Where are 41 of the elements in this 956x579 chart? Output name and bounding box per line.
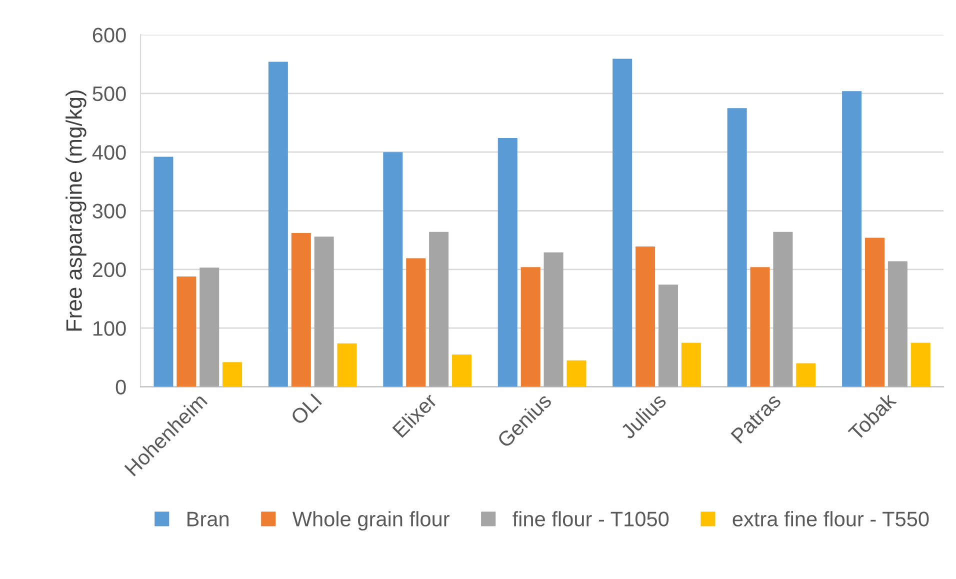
bar — [796, 363, 816, 387]
bar — [452, 354, 472, 387]
bar — [544, 252, 564, 387]
bar — [498, 138, 518, 387]
y-tick-label: 300 — [92, 204, 126, 219]
bar — [222, 362, 242, 387]
bar — [566, 360, 586, 387]
bar — [154, 156, 174, 387]
bar — [888, 261, 908, 387]
y-tick-label: 200 — [92, 262, 126, 278]
y-tick-label: 0 — [116, 380, 126, 395]
bar — [200, 268, 220, 387]
bar — [406, 258, 426, 387]
bar — [727, 108, 747, 387]
bar — [910, 342, 930, 387]
legend-label: Bran — [188, 512, 228, 526]
x-tick-label: OLI — [290, 393, 322, 426]
bar — [291, 233, 311, 387]
legend-label: Whole grain flour — [292, 511, 450, 531]
bar — [383, 152, 403, 387]
y-tick-label: 400 — [92, 145, 126, 160]
bar — [636, 246, 656, 387]
legend-label: extra fine flour - T550 — [732, 511, 929, 526]
bar — [520, 267, 540, 387]
bar — [864, 238, 884, 387]
y-tick-label: 600 — [92, 28, 126, 42]
bar — [842, 91, 862, 387]
bar — [314, 236, 334, 387]
y-tick-label: 100 — [93, 321, 126, 336]
y-axis-title: Free asparagine (mg/kg) — [66, 90, 86, 331]
bar — [429, 232, 449, 387]
legend-label: fine flour - T1050 — [512, 511, 669, 526]
bar — [337, 343, 357, 387]
bar — [773, 232, 793, 387]
y-tick-label: 500 — [92, 86, 126, 102]
bar — [176, 276, 196, 387]
bar — [612, 58, 632, 387]
bar — [750, 267, 770, 387]
bar — [268, 62, 288, 387]
bar — [681, 342, 701, 387]
bar — [658, 284, 678, 387]
